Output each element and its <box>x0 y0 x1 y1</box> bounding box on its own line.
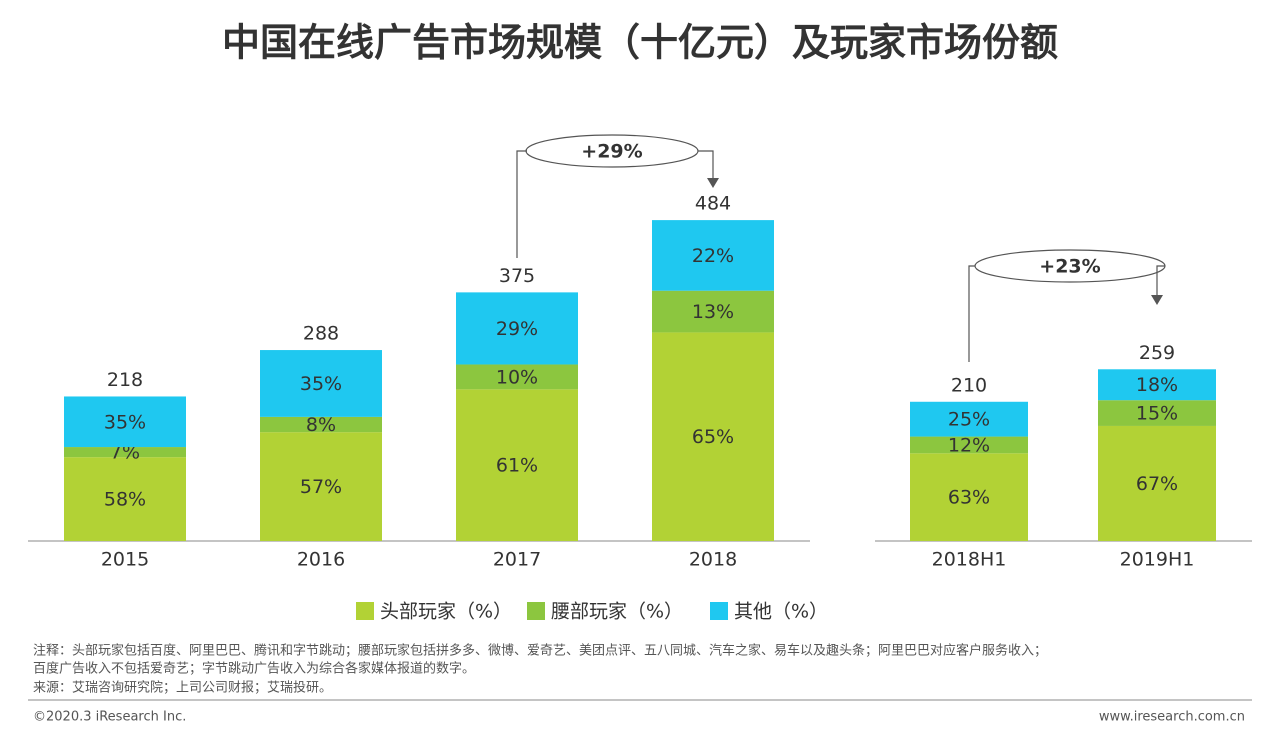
total-label: 259 <box>1139 342 1175 364</box>
chart-title: 中国在线广告市场规模（十亿元）及玩家市场份额 <box>222 21 1058 65</box>
legend-swatch <box>527 602 545 620</box>
bar-segment <box>1098 369 1216 401</box>
data-label: 8% <box>306 414 336 436</box>
bar-segment <box>456 364 578 390</box>
legend-label: 头部玩家（%） <box>380 601 512 623</box>
bar-segment <box>260 432 382 541</box>
annotation: +29% <box>581 141 642 163</box>
data-label: 10% <box>496 366 538 388</box>
total-label: 218 <box>107 369 143 391</box>
bar-segment <box>64 457 186 541</box>
data-label: 12% <box>948 434 990 456</box>
data-label: 18% <box>1136 374 1178 396</box>
data-label: 65% <box>692 426 734 448</box>
data-label: 67% <box>1136 473 1178 495</box>
data-label: 22% <box>692 245 734 267</box>
bar-segment <box>652 332 774 541</box>
annotation-arrow <box>707 178 1163 305</box>
bar-segment <box>652 220 774 291</box>
data-label: 61% <box>496 455 538 477</box>
legend-swatch <box>356 602 374 620</box>
footer-left: ©2020.3 iResearch Inc. <box>33 710 186 725</box>
x-tick-label: 2015 <box>101 549 149 571</box>
bar-segment <box>910 436 1028 454</box>
total-label: 288 <box>303 323 339 345</box>
bar-segment <box>456 292 578 365</box>
bar-segment <box>64 447 186 458</box>
total-label: 375 <box>499 265 535 287</box>
legend-label: 腰部玩家（%） <box>551 601 683 623</box>
bar-segment <box>64 396 186 448</box>
total-label: 210 <box>951 374 987 396</box>
x-tick-label: 2018 <box>689 549 737 571</box>
note: 百度广告收入不包括爱奇艺；字节跳动广告收入为综合各家媒体报道的数字。 <box>33 661 475 677</box>
legend-swatch <box>710 602 728 620</box>
bar-segment <box>910 401 1028 437</box>
bar-segment <box>910 453 1028 541</box>
data-label: 57% <box>300 476 342 498</box>
data-label: 58% <box>104 489 146 511</box>
x-tick-label: 2018H1 <box>932 549 1007 571</box>
annotation: +23% <box>1039 256 1100 278</box>
bar-segment <box>260 350 382 417</box>
legend-label: 其他（%） <box>734 601 828 623</box>
data-label: 15% <box>1136 403 1178 425</box>
data-label: 13% <box>692 301 734 323</box>
data-label: 35% <box>300 373 342 395</box>
data-label: 7% <box>110 442 140 464</box>
total-label: 484 <box>695 193 731 215</box>
x-tick-label: 2017 <box>493 549 541 571</box>
bar-segment <box>260 416 382 433</box>
footer-right: www.iresearch.com.cn <box>1099 710 1245 725</box>
bar-segment <box>456 389 578 541</box>
data-label: 29% <box>496 318 538 340</box>
data-label: 63% <box>948 487 990 509</box>
annotation-bracket <box>516 134 1166 362</box>
note: 注释：头部玩家包括百度、阿里巴巴、腾讯和字节跳动；腰部玩家包括拼多多、微博、爱奇… <box>33 643 1047 659</box>
x-tick-label: 2019H1 <box>1120 549 1195 571</box>
bar-segment <box>1098 400 1216 426</box>
bar-segment <box>652 290 774 333</box>
data-label: 25% <box>948 409 990 431</box>
note: 来源：艾瑞咨询研究院；上司公司财报；艾瑞投研。 <box>33 680 332 696</box>
data-label: 35% <box>104 411 146 433</box>
bar-segment <box>1098 425 1216 541</box>
x-tick-label: 2016 <box>297 549 345 571</box>
